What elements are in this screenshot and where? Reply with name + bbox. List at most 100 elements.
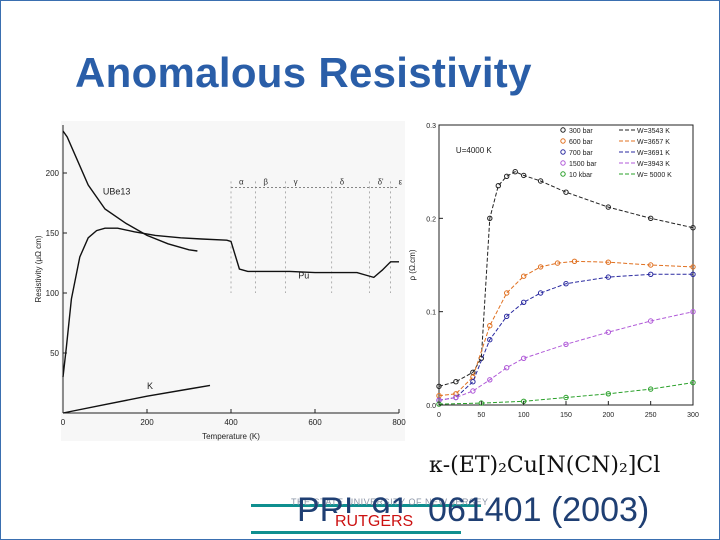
logo-bar-top xyxy=(251,504,481,507)
right-data-point xyxy=(648,215,654,222)
left-y-tick-label: 150 xyxy=(46,229,60,238)
right-data-point xyxy=(521,299,527,306)
right-data-point xyxy=(648,271,654,278)
right-data-point xyxy=(571,258,578,265)
right-fit-line xyxy=(438,273,693,401)
right-data-point xyxy=(605,391,612,397)
right-data-point xyxy=(563,281,569,287)
right-x-tick-label: 50 xyxy=(477,412,485,419)
compound-formula: κ-(ET)₂Cu[N(CN)₂]Cl xyxy=(429,453,661,478)
right-legend-fit: W=3543 K xyxy=(637,128,670,135)
right-data-point xyxy=(495,183,502,189)
right-data-point xyxy=(690,309,696,315)
right-data-point xyxy=(563,394,569,401)
left-phase-label: δ xyxy=(340,177,345,186)
right-legend-name: 1500 bar xyxy=(569,161,597,168)
right-legend-fit: W=3943 K xyxy=(637,161,670,168)
right-data-point xyxy=(648,262,654,268)
right-x-tick-label: 100 xyxy=(518,412,530,419)
left-x-tick-label: 0 xyxy=(61,418,66,427)
right-legend-name: 700 bar xyxy=(569,150,593,157)
right-annotation: U=4000 K xyxy=(456,146,492,155)
right-legend-marker xyxy=(560,138,566,144)
right-data-point xyxy=(453,394,459,401)
right-data-point xyxy=(453,391,459,397)
right-data-point xyxy=(504,173,510,179)
right-data-point xyxy=(605,259,612,265)
right-fit-line xyxy=(438,171,694,387)
right-data-point xyxy=(504,313,510,320)
right-data-point xyxy=(521,172,527,179)
right-data-point xyxy=(487,337,493,343)
right-legend-marker xyxy=(560,127,566,133)
right-data-point xyxy=(537,290,544,296)
right-data-point xyxy=(487,215,493,222)
left-resistivity-chart: α β γ δ δ' ε 0 200 400 600 800 50 100 150 200 UBe13 Pu… xyxy=(34,121,406,441)
left-phase-label: α xyxy=(239,177,244,186)
right-data-point xyxy=(563,341,569,348)
right-x-tick-label: 150 xyxy=(560,412,572,419)
right-legend-fit: W=3691 K xyxy=(637,150,670,157)
left-annotation: UBe13 xyxy=(103,187,131,197)
right-data-point xyxy=(436,383,442,389)
right-data-point xyxy=(521,273,527,279)
right-data-point xyxy=(563,189,569,195)
right-legend-marker xyxy=(560,160,566,166)
logo-bar-bottom xyxy=(251,531,461,534)
right-data-point xyxy=(537,264,544,270)
right-x-tick-label: 300 xyxy=(687,412,699,419)
left-annotation: K xyxy=(147,381,153,391)
right-y-tick-label: 0.3 xyxy=(426,123,436,130)
right-data-point xyxy=(605,204,612,210)
right-data-point xyxy=(487,377,493,383)
left-phase-label: γ xyxy=(294,177,298,186)
right-y-tick-label: 0.2 xyxy=(426,216,436,223)
right-x-tick-label: 250 xyxy=(645,412,657,419)
rutgers-logo: RUTGERS xyxy=(331,513,418,531)
slide-title: Anomalous Resistivity xyxy=(75,49,532,96)
left-y-tick-label: 200 xyxy=(46,169,60,178)
right-fit-line xyxy=(438,311,694,401)
right-data-point xyxy=(487,323,493,329)
right-y-tick-label: 0.1 xyxy=(426,310,436,317)
right-data-point xyxy=(648,318,654,324)
right-fit-line xyxy=(438,260,694,397)
right-data-point xyxy=(690,264,696,270)
left-x-tick-label: 200 xyxy=(140,418,154,427)
right-data-point xyxy=(605,274,612,280)
right-legend-name: 10 kbar xyxy=(569,172,593,179)
right-legend-marker xyxy=(560,171,566,177)
left-y-tick-label: 100 xyxy=(46,289,60,298)
right-x-tick-label: 0 xyxy=(437,412,441,419)
right-data-point xyxy=(648,386,654,392)
left-y-axis-label: Resistivity (μΩ cm) xyxy=(34,235,43,302)
left-series-line xyxy=(62,227,399,378)
right-data-point xyxy=(690,271,696,278)
right-data-point xyxy=(554,260,561,266)
left-series-line xyxy=(62,130,198,252)
right-legend-name: 300 bar xyxy=(569,128,593,135)
right-y-tick-label: 0.0 xyxy=(426,403,436,410)
left-phase-label: β xyxy=(263,177,268,186)
left-y-tick-label: 50 xyxy=(50,349,59,358)
right-data-point xyxy=(537,178,544,184)
right-data-point xyxy=(521,355,527,362)
right-legend-marker xyxy=(560,149,566,155)
right-legend-name: 600 bar xyxy=(569,139,593,146)
right-x-tick-label: 200 xyxy=(602,412,614,419)
right-data-point xyxy=(504,365,510,371)
right-resistivity-chart: 0 50 100 150 200 250 300 0.0 0.1 0.2 0.3 300 bar W=… xyxy=(408,123,699,419)
right-data-point xyxy=(690,225,696,231)
left-x-tick-label: 800 xyxy=(392,418,406,427)
right-data-point xyxy=(470,379,476,385)
right-data-point xyxy=(605,329,612,335)
right-data-point xyxy=(470,388,476,394)
left-x-axis-label: Temperature (K) xyxy=(202,432,260,441)
left-annotation: Pu xyxy=(298,271,309,281)
left-phase-label: δ' xyxy=(378,177,384,186)
right-data-point xyxy=(453,379,459,385)
right-data-point xyxy=(478,400,485,406)
right-legend-fit: W=3657 K xyxy=(637,139,670,146)
left-x-tick-label: 600 xyxy=(308,418,322,427)
